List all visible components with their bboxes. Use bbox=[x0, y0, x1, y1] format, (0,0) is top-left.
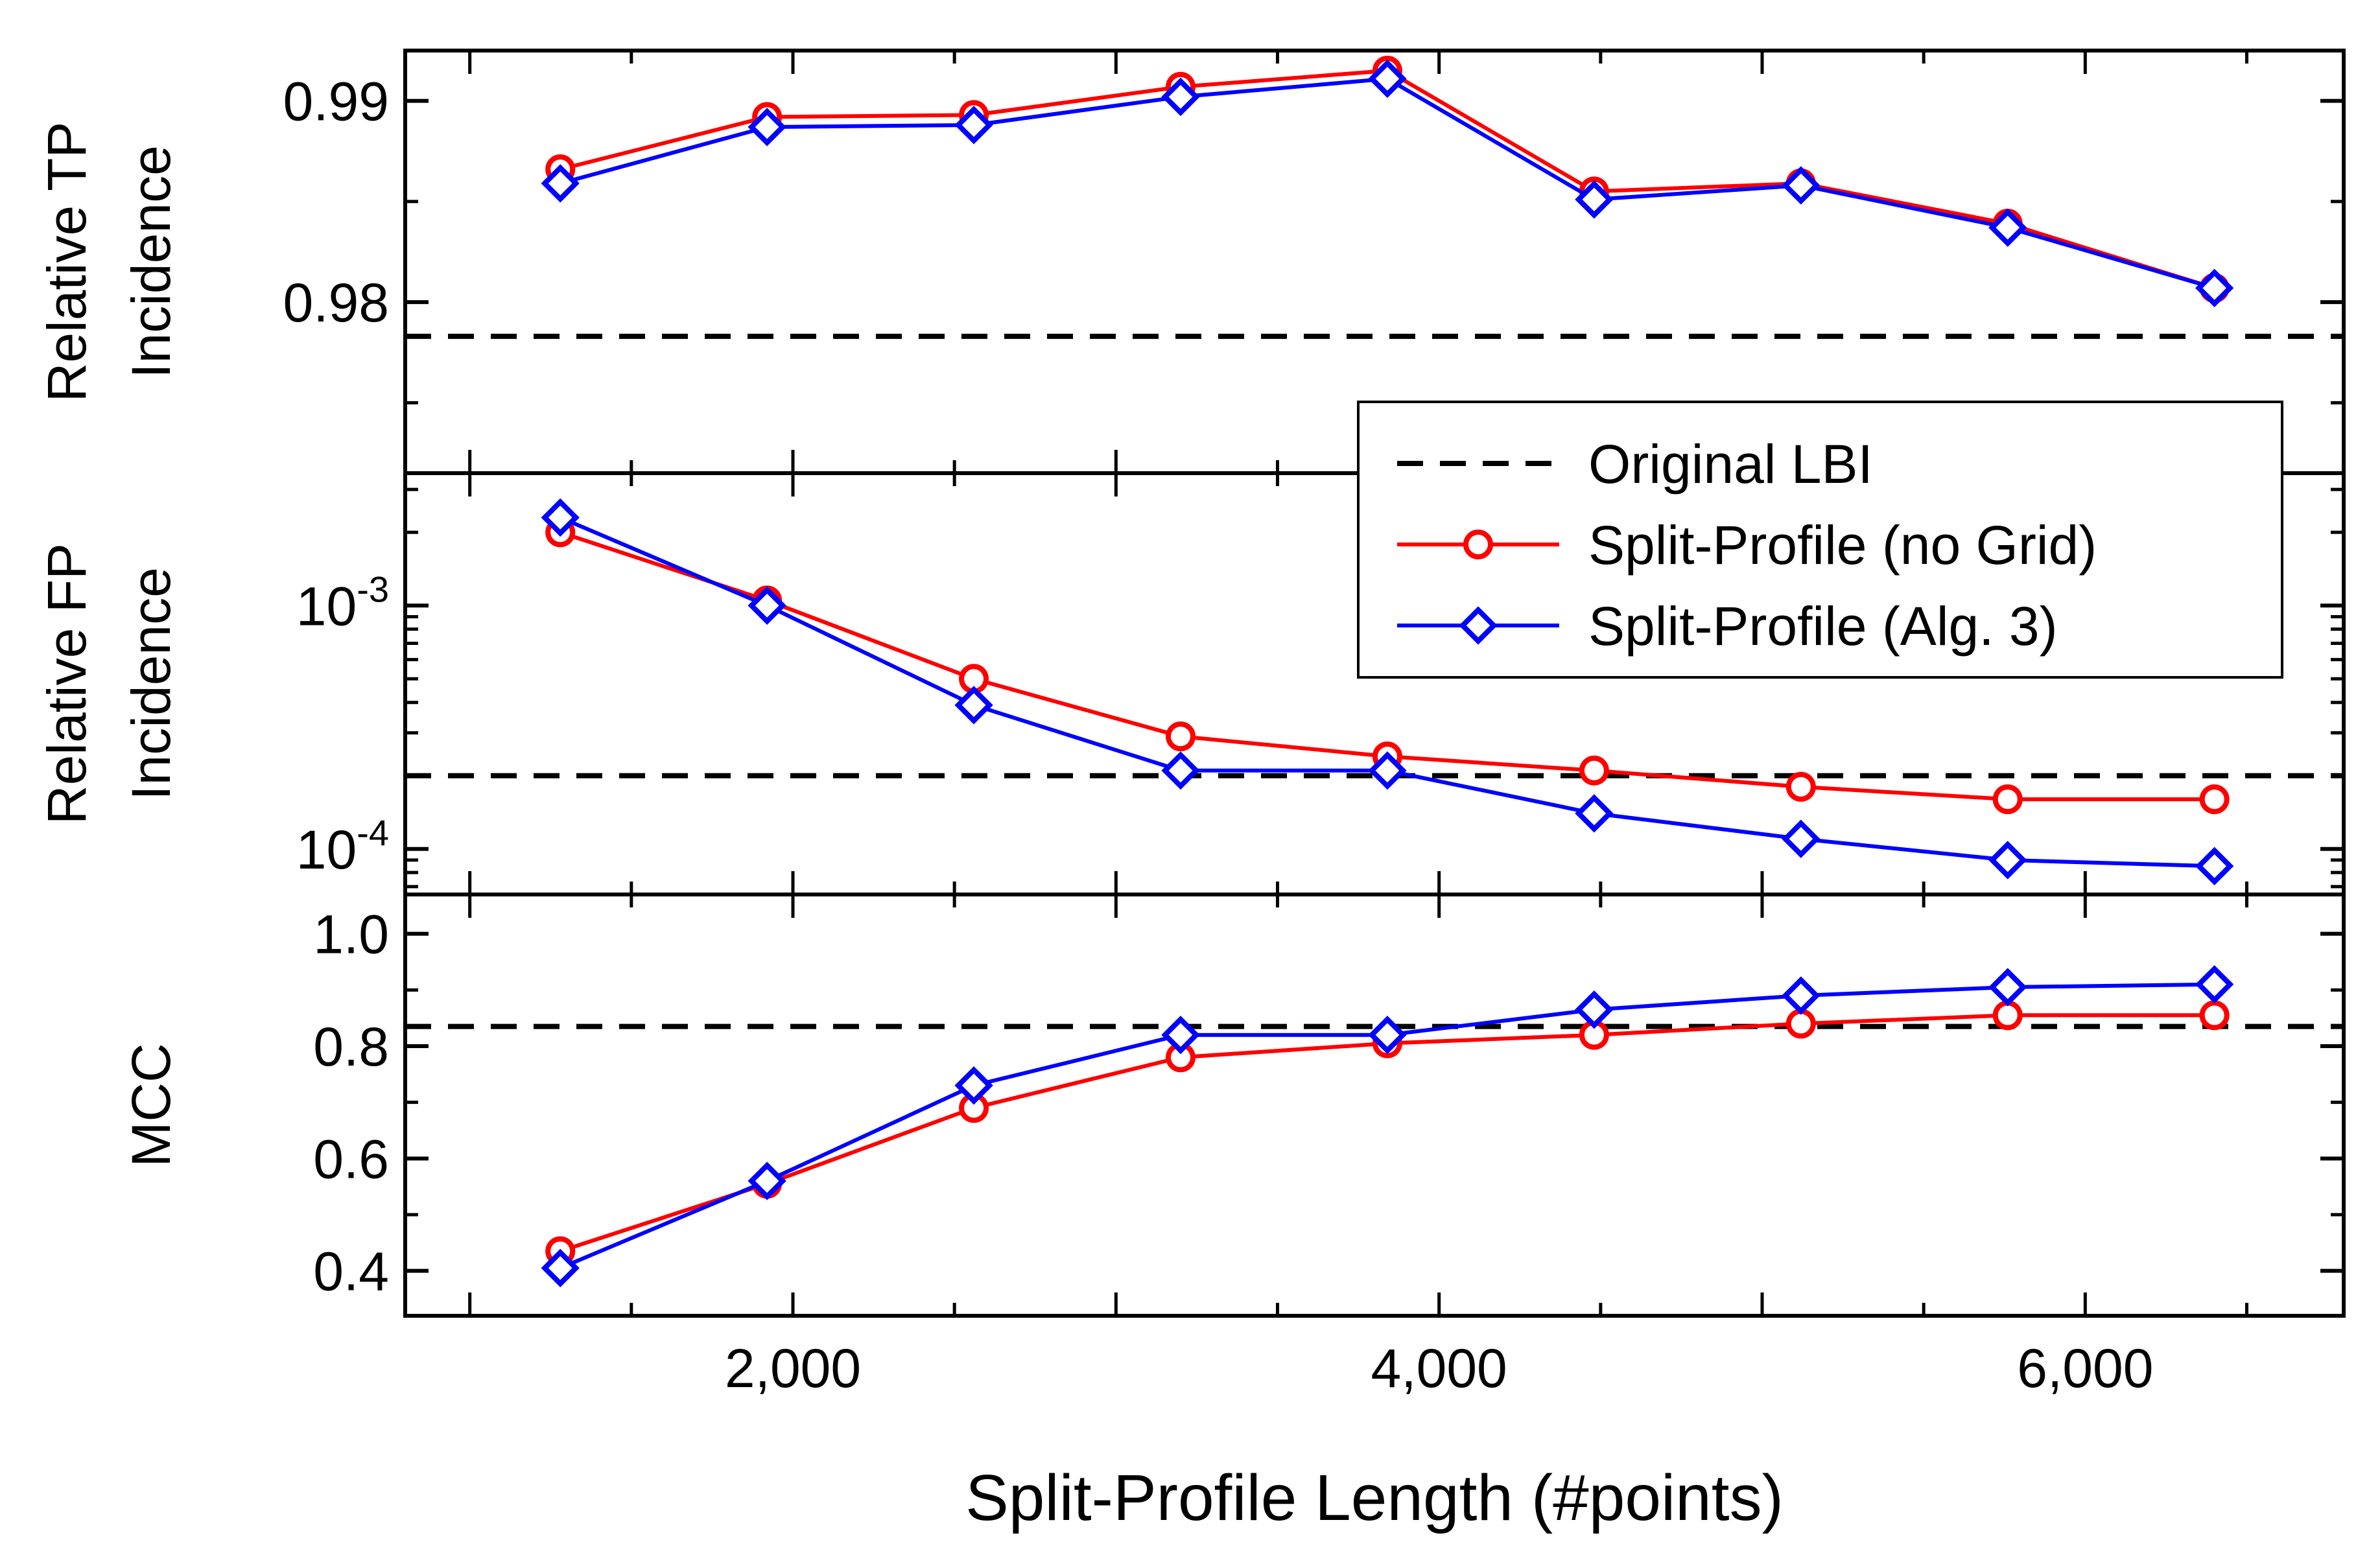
data-point-nogrid-mcc-6 bbox=[1785, 1009, 1816, 1039]
legend-label-nogrid: Split-Profile (no Grid) bbox=[1588, 515, 2097, 576]
baseline-layer bbox=[405, 333, 2344, 1029]
y-tick-label-mcc-3: 1.0 bbox=[313, 904, 389, 965]
data-point-alg3-mcc-1 bbox=[748, 1162, 786, 1200]
data-point-alg3-fp-0 bbox=[541, 498, 580, 537]
y-tick-label-fp-1: 10-3 bbox=[296, 568, 389, 637]
legend-box bbox=[1357, 401, 2283, 679]
data-point-alg3-fp-3 bbox=[1161, 751, 1200, 790]
y-axis-title-mcc-0: MCC bbox=[121, 1043, 182, 1167]
data-point-alg3-mcc-0 bbox=[541, 1248, 580, 1287]
data-point-alg3-fp-1 bbox=[748, 586, 786, 625]
data-point-alg3-tp-2 bbox=[954, 106, 993, 145]
data-point-alg3-fp-7 bbox=[1988, 841, 2027, 880]
data-point-alg3-fp-4 bbox=[1368, 751, 1407, 790]
x-tick-label-2: 6,000 bbox=[2017, 1338, 2153, 1399]
data-point-nogrid-mcc-7 bbox=[1992, 1000, 2023, 1031]
data-point-nogrid-fp-5 bbox=[1579, 755, 1609, 786]
x-tick-label-1: 4,000 bbox=[1371, 1338, 1507, 1399]
data-point-alg3-mcc-8 bbox=[2195, 965, 2234, 1004]
data-point-alg3-fp-5 bbox=[1575, 794, 1614, 833]
data-point-alg3-mcc-6 bbox=[1782, 976, 1820, 1015]
data-point-alg3-tp-1 bbox=[748, 108, 786, 146]
panel-frame-mcc bbox=[403, 893, 2346, 1318]
data-point-alg3-mcc-7 bbox=[1988, 968, 2027, 1007]
axes-layer: 0.98 0.99 Relative TP Incidence 10-4 10-3 Rela… bbox=[36, 49, 2346, 1399]
legend: Original LBI Split-Profile (no Grid) Split… bbox=[1357, 401, 2283, 679]
data-point-alg3-tp-5 bbox=[1575, 180, 1614, 219]
y-axis-title-tp-0: Relative TP bbox=[36, 122, 97, 403]
series-layer bbox=[541, 56, 2234, 1287]
data-point-alg3-tp-3 bbox=[1161, 77, 1200, 117]
data-point-nogrid-fp-6 bbox=[1785, 771, 1816, 802]
y-tick-label-mcc-0: 0.4 bbox=[313, 1241, 389, 1302]
data-point-alg3-fp-8 bbox=[2195, 847, 2234, 885]
y-tick-label-mcc-1: 0.6 bbox=[313, 1128, 389, 1189]
y-tick-label-mcc-2: 0.8 bbox=[313, 1016, 389, 1077]
y-axis-title-fp-1: Incidence bbox=[121, 567, 182, 800]
legend-marker-alg3 bbox=[1459, 606, 1498, 645]
y-axis-title-fp-0: Relative FP bbox=[36, 543, 97, 824]
data-point-alg3-fp-2 bbox=[954, 686, 993, 725]
data-point-alg3-tp-7 bbox=[1988, 208, 2027, 247]
x-axis-title: Split-Profile Length (#points) bbox=[965, 1462, 1784, 1534]
data-point-alg3-fp-6 bbox=[1782, 819, 1820, 858]
data-point-nogrid-mcc-8 bbox=[2199, 1000, 2230, 1031]
data-point-alg3-tp-0 bbox=[541, 164, 580, 203]
data-point-alg3-tp-6 bbox=[1782, 166, 1820, 205]
y-tick-label-tp-1: 0.99 bbox=[283, 71, 390, 132]
data-point-nogrid-fp-8 bbox=[2199, 784, 2230, 815]
legend-marker-nogrid bbox=[1463, 530, 1493, 559]
data-point-alg3-tp-8 bbox=[2195, 268, 2234, 308]
data-point-alg3-mcc-5 bbox=[1575, 990, 1614, 1029]
data-point-nogrid-fp-3 bbox=[1166, 721, 1196, 752]
y-axis-title-tp-1: Incidence bbox=[121, 145, 182, 379]
data-point-nogrid-fp-7 bbox=[1992, 784, 2023, 815]
x-tick-label-0: 2,000 bbox=[725, 1338, 861, 1399]
data-point-alg3-tp-4 bbox=[1368, 59, 1407, 99]
data-point-alg3-mcc-4 bbox=[1368, 1016, 1407, 1055]
legend-label-baseline: Original LBI bbox=[1588, 434, 1873, 495]
y-tick-label-fp-0: 10-4 bbox=[296, 812, 389, 880]
data-point-alg3-mcc-2 bbox=[954, 1066, 993, 1105]
data-point-alg3-mcc-3 bbox=[1161, 1016, 1200, 1055]
y-tick-label-tp-0: 0.98 bbox=[283, 272, 390, 333]
legend-label-alg3: Split-Profile (Alg. 3) bbox=[1588, 596, 2058, 657]
